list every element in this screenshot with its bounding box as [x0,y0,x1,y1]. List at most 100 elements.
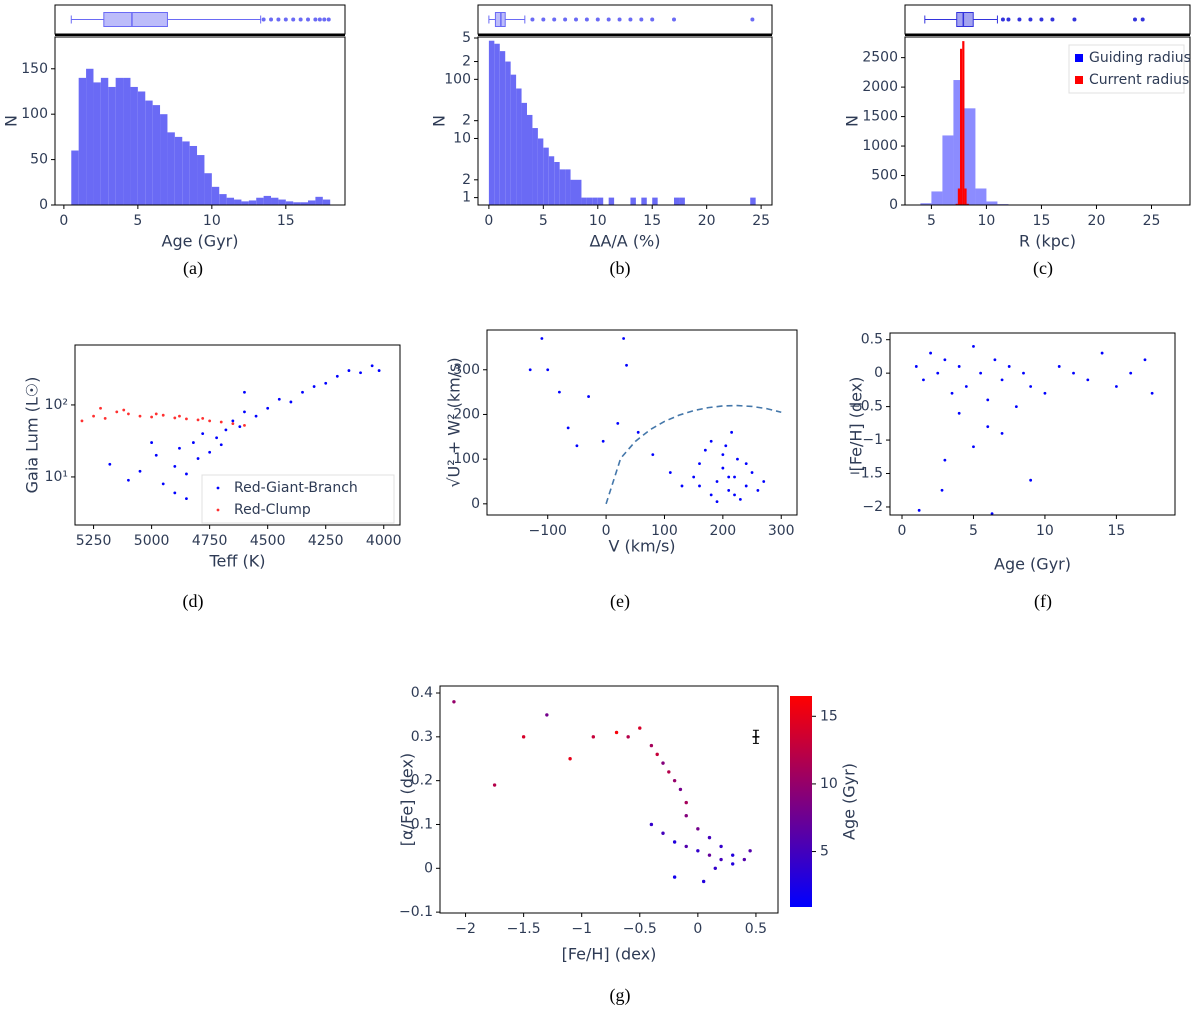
flier [269,17,274,22]
histogram-bar [71,150,79,205]
y-tick-label: 0.5 [861,332,883,348]
y-tick-label: 150 [21,61,48,77]
histogram-bar [174,136,183,205]
point [744,462,748,466]
histogram-bar [78,77,87,205]
x-tick-label: −0.5 [623,921,657,937]
x-tick-label: 5 [927,213,936,229]
point [201,417,205,420]
point [301,390,304,394]
histogram-bar [93,82,101,205]
point [324,381,328,385]
histogram-bar [957,188,961,205]
y-tick-label: 1 [462,190,471,206]
x-tick-label: 0.5 [745,921,767,937]
flier [313,17,318,22]
y-tick-label: 100 [21,106,48,122]
point [721,466,725,470]
histogram-bar [750,197,756,205]
flier [563,17,568,22]
plot-area [452,700,752,884]
x-tick-label: 10 [203,213,221,229]
legend-label: Current radius [1089,72,1189,88]
point [108,462,112,466]
point [964,385,968,388]
point [626,735,630,739]
point [219,443,223,447]
histogram-bar [505,61,511,205]
point [736,457,739,461]
caption: (g) [610,985,631,1006]
point [224,428,228,432]
point [173,465,177,468]
histogram-bar [565,169,571,205]
histogram-bar [537,138,544,205]
axes-frame [904,36,1191,206]
y-tick-label: 0 [874,365,883,381]
point [721,453,725,457]
point [649,822,654,827]
flier [291,17,296,22]
point [727,489,731,492]
point [185,472,188,476]
point [1143,358,1147,362]
point [672,840,677,844]
point [115,410,119,414]
point [591,735,596,739]
x-tick-label: 5 [539,213,548,229]
histogram-bar [931,191,943,205]
y-tick-label: −0.5 [849,399,883,415]
point [672,778,677,783]
x-tick-label: 15 [1107,523,1125,539]
point [566,426,570,430]
flier [628,17,633,22]
point [254,414,258,418]
point [701,879,706,884]
point [986,425,990,429]
histogram-bar [521,102,527,205]
point [266,406,270,410]
flier [606,17,611,22]
flier [1050,17,1055,22]
flier [317,17,322,22]
point [727,475,731,479]
histogram-bar [966,203,969,205]
histogram-bar [204,173,212,205]
flier [1039,17,1044,22]
histogram-bar [975,188,987,205]
point [178,446,181,450]
y-tick-label: 100 [453,451,480,467]
point [733,475,736,479]
y-axis-label: [Fe/H] (dex) [847,377,866,472]
point [625,363,628,367]
point [684,844,688,849]
point [215,436,219,440]
histogram-bar [234,199,242,205]
legend-swatch [216,508,220,512]
point [972,344,975,348]
y-tick-label: 0 [39,197,48,213]
point [185,497,188,501]
point [738,497,742,501]
histogram-bar [608,197,615,205]
y-tick-label: 0 [471,496,480,512]
flier [541,17,546,22]
flier [650,17,655,22]
flier [1006,17,1011,22]
plot-area [71,68,331,205]
point [696,827,700,831]
histogram-bar [285,201,294,205]
histogram-bar [576,179,582,205]
x-tick-label: 10 [1036,523,1054,539]
point [692,475,696,479]
y-axis-label: Gaia Lum (L☉) [23,377,42,494]
histogram-bar [115,77,124,205]
point [521,735,526,739]
point [929,351,932,355]
point [370,364,374,368]
point [1014,405,1018,409]
histogram-bar [137,91,146,205]
point [161,413,165,417]
y-tick-label: 2 [462,54,471,70]
x-tick-label: 15 [643,213,661,229]
